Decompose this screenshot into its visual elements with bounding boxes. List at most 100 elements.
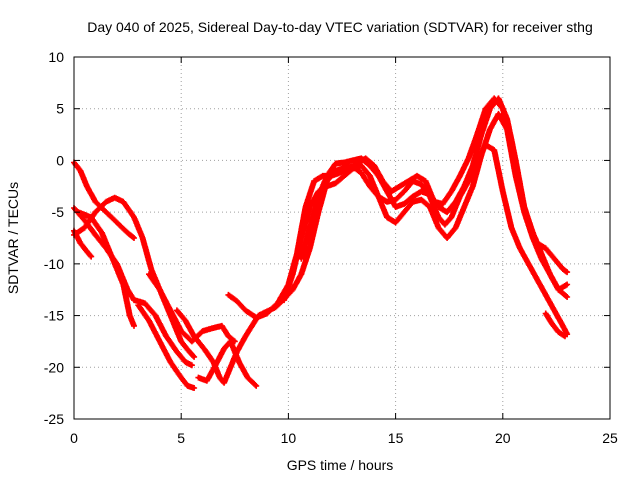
data-point [158, 339, 162, 343]
y-tick-label: 0 [56, 152, 64, 168]
data-point [544, 293, 548, 297]
data-point [192, 386, 196, 390]
data-point [250, 324, 254, 328]
data-point [522, 205, 526, 209]
data-point [93, 210, 97, 214]
y-tick-label: -20 [44, 359, 64, 375]
data-point [78, 169, 82, 173]
data-point [190, 363, 194, 367]
data-point [428, 193, 432, 197]
data-point [419, 190, 423, 193]
data-point [83, 218, 87, 222]
data-point [93, 233, 97, 237]
data-point [143, 301, 147, 305]
series-track-13 [542, 310, 568, 340]
data-point [244, 334, 247, 338]
data-point [471, 164, 475, 168]
data-point [179, 339, 183, 343]
data-point [132, 324, 136, 328]
data-point [175, 350, 179, 354]
data-point [179, 329, 183, 333]
data-point [548, 272, 552, 276]
data-point [351, 167, 355, 171]
x-tick-label: 0 [70, 430, 78, 446]
data-point [211, 326, 215, 330]
data-point [186, 384, 190, 388]
y-tick-label: -25 [44, 411, 64, 427]
axis-ticks: 0 5 10 15 20 25 -25 -20 -15 -10 -5 0 5 10 [44, 49, 618, 446]
data-point [78, 241, 82, 245]
data-point [299, 257, 303, 261]
data-point [561, 267, 565, 271]
data-point [85, 249, 89, 253]
data-point [449, 215, 453, 219]
data-point [220, 324, 224, 328]
data-point [484, 107, 488, 111]
data-point [479, 133, 483, 137]
data-point [304, 205, 308, 209]
data-point [184, 319, 187, 323]
data-point [308, 246, 312, 250]
data-point [201, 329, 205, 333]
data-point [497, 96, 500, 100]
data-point [359, 171, 363, 175]
data-point [111, 257, 115, 261]
data-point [368, 164, 372, 168]
data-point [368, 174, 372, 178]
data-point [497, 112, 500, 116]
grid-lines [74, 57, 610, 419]
data-point [462, 184, 466, 188]
data-point [437, 226, 440, 230]
y-axis-label: SDTVAR / TECUs [5, 182, 21, 294]
data-point [254, 316, 258, 320]
data-point [402, 190, 406, 193]
data-point [376, 195, 380, 199]
data-point [192, 355, 196, 359]
data-point [527, 262, 530, 266]
y-tick-label: -15 [44, 308, 64, 324]
data-point [226, 293, 230, 297]
x-tick-label: 5 [177, 430, 185, 446]
data-point [488, 107, 492, 111]
data-point [244, 308, 247, 312]
data-point [254, 384, 258, 388]
x-tick-label: 20 [495, 430, 511, 446]
data-point [544, 312, 548, 315]
data-point [132, 215, 136, 219]
data-point [265, 312, 269, 315]
data-point [179, 376, 183, 380]
data-point [561, 324, 565, 328]
data-point [407, 179, 410, 183]
data-point [121, 200, 125, 204]
data-point [282, 298, 286, 302]
data-point [385, 200, 389, 204]
data-point [147, 272, 151, 276]
data-point [475, 133, 479, 137]
data-point [385, 190, 389, 193]
data-point [316, 195, 320, 199]
data-point [218, 376, 222, 380]
data-point [291, 288, 295, 292]
data-point [246, 376, 250, 380]
data-point [149, 267, 153, 271]
data-point [342, 161, 346, 164]
series-track-9 [195, 338, 260, 389]
data-point [89, 215, 93, 219]
data-point [454, 226, 458, 230]
data-point [184, 360, 187, 364]
data-point [552, 257, 556, 261]
data-point [342, 174, 346, 178]
data-point [509, 226, 513, 230]
x-tick-label: 25 [602, 430, 618, 446]
data-point [462, 205, 466, 209]
chart-title: Day 040 of 2025, Sidereal Day-to-day VTE… [87, 19, 593, 35]
data-point [398, 184, 402, 188]
data-point [458, 174, 462, 178]
data-point [351, 158, 355, 162]
data-point [299, 236, 303, 240]
data-point [441, 202, 445, 206]
data-point [104, 200, 108, 204]
data-point [454, 200, 458, 204]
data-point [535, 277, 539, 281]
data-point [325, 174, 329, 178]
